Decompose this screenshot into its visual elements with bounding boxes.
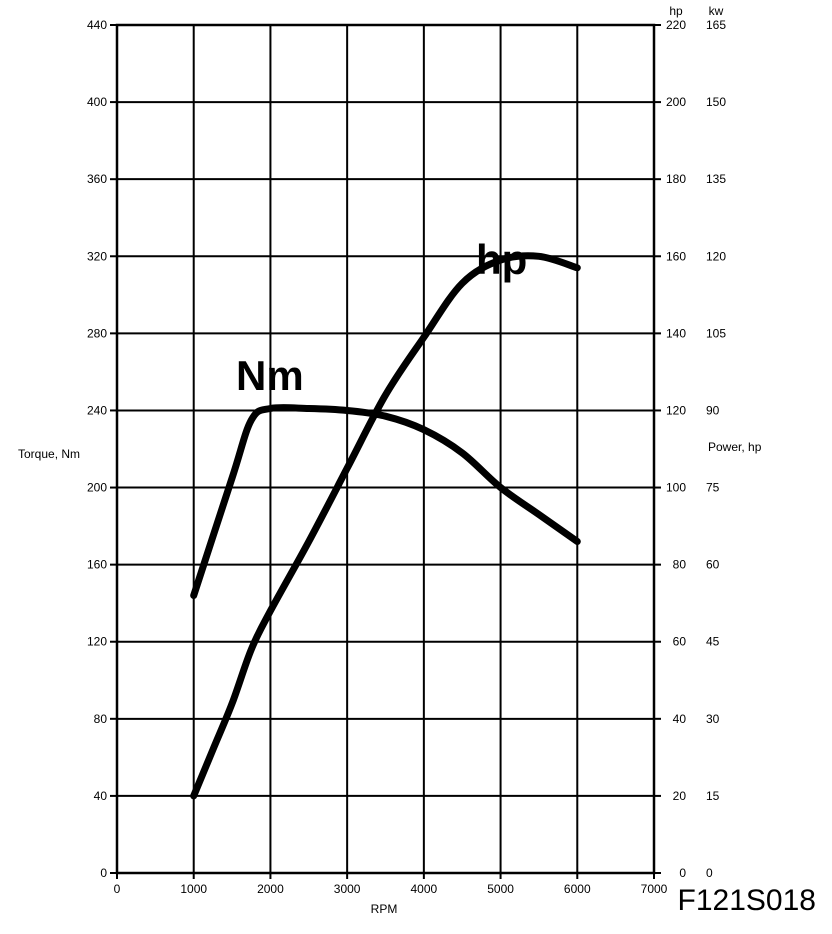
left-tick-label: 160: [87, 558, 107, 572]
right-kw-tick-label: 135: [706, 172, 726, 186]
right-hp-tick-label: 40: [673, 712, 687, 726]
x-tick-label: 1000: [180, 882, 207, 896]
right-axis-title: Power, hp: [708, 440, 762, 454]
right-hp-tick-label: 80: [673, 558, 687, 572]
right-hp-tick-label: 120: [666, 403, 686, 417]
right-hp-tick-label: 100: [666, 481, 686, 495]
plot-border: [115, 23, 656, 875]
series-line-hp: [190, 252, 581, 800]
right-kw-tick-label: 120: [706, 249, 726, 263]
left-tick-label: 200: [87, 481, 107, 495]
left-tick-label: 320: [87, 249, 107, 263]
left-tick-label: 280: [87, 326, 107, 340]
x-tick-label: 2000: [257, 882, 284, 896]
x-tick-label: 5000: [487, 882, 514, 896]
series-label-nm: Nm: [236, 352, 304, 399]
left-tick-label: 40: [94, 789, 108, 803]
right-hp-tick-label: 160: [666, 249, 686, 263]
x-tick-label: 6000: [564, 882, 591, 896]
right-kw-tick-label: 60: [706, 558, 720, 572]
left-tick-label: 80: [94, 712, 108, 726]
right-kw-tick-label: 165: [706, 18, 726, 32]
curves: [190, 252, 581, 800]
left-tick-label: 360: [87, 172, 107, 186]
x-tick-label: 3000: [334, 882, 361, 896]
right-hp-tick-label: 180: [666, 172, 686, 186]
x-tick-label: 0: [114, 882, 121, 896]
left-axis-title: Torque, Nm: [18, 447, 80, 461]
right-kw-unit-label: kw: [709, 4, 724, 18]
left-tick-label: 120: [87, 635, 107, 649]
right-kw-tick-label: 0: [706, 866, 713, 880]
right-kw-tick-label: 90: [706, 403, 720, 417]
right-hp-unit-label: hp: [669, 4, 683, 18]
right-kw-tick-label: 30: [706, 712, 720, 726]
x-tick-label: 4000: [411, 882, 438, 896]
right-kw-tick-label: 150: [706, 95, 726, 109]
tick-labels: 0 40 80 120 160 200 240 280 320 360 400 440 0 20 40 60 8…: [87, 18, 726, 896]
right-hp-tick-label: 0: [679, 866, 686, 880]
figure-code: F121S018: [678, 884, 816, 917]
series-label-hp: hp: [476, 236, 527, 283]
right-hp-tick-label: 200: [666, 95, 686, 109]
right-hp-tick-label: 220: [666, 18, 686, 32]
x-axis-title: RPM: [371, 902, 398, 916]
right-kw-tick-label: 105: [706, 326, 726, 340]
plot-frame: [110, 23, 661, 879]
left-tick-label: 440: [87, 18, 107, 32]
left-tick-label: 400: [87, 95, 107, 109]
right-hp-tick-label: 20: [673, 789, 687, 803]
right-hp-tick-label: 140: [666, 326, 686, 340]
left-tick-label: 240: [87, 403, 107, 417]
x-tick-label: 7000: [641, 882, 668, 896]
series-line-nm: [190, 404, 581, 599]
grid-lines: [116, 24, 655, 874]
right-kw-tick-label: 75: [706, 481, 720, 495]
right-kw-tick-label: 45: [706, 635, 720, 649]
right-hp-tick-label: 60: [673, 635, 687, 649]
left-tick-label: 0: [100, 866, 107, 880]
right-kw-tick-label: 15: [706, 789, 720, 803]
